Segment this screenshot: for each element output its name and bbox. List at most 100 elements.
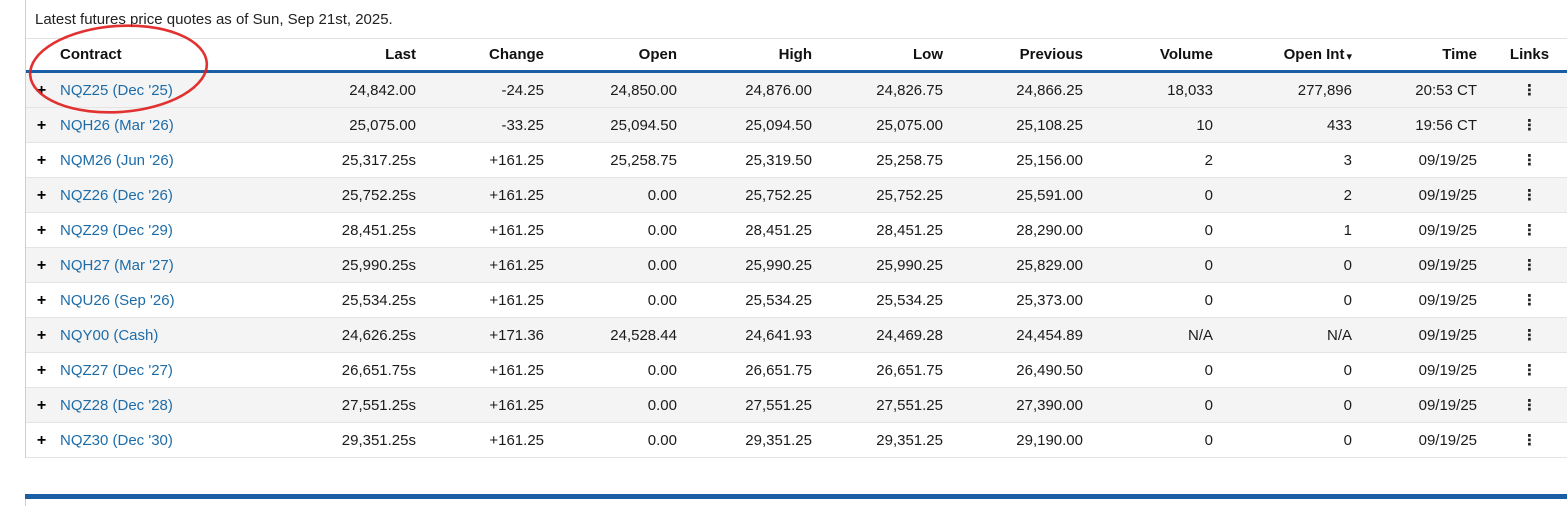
links-cell: ⋮	[1491, 142, 1567, 178]
table-row: + NQY00 (Cash) 24,626.25s +171.36 24,528.44 2…	[26, 317, 1567, 353]
change-cell: -24.25	[430, 71, 558, 108]
contract-link[interactable]: NQZ27 (Dec '27)	[60, 361, 173, 379]
column-header-high[interactable]: High	[691, 38, 826, 73]
column-label: Links	[1509, 46, 1550, 63]
last-cell: 29,351.25s	[302, 422, 430, 458]
column-header-links[interactable]: Links	[1491, 38, 1567, 73]
links-menu-icon[interactable]: ⋮	[1522, 186, 1537, 204]
links-menu-icon[interactable]: ⋮	[1522, 431, 1537, 449]
change-cell: +161.25	[430, 387, 558, 423]
high-cell: 25,990.25	[691, 247, 826, 283]
links-menu-icon[interactable]: ⋮	[1522, 151, 1537, 169]
expand-row-button[interactable]: +	[36, 221, 47, 239]
contract-link[interactable]: NQZ29 (Dec '29)	[60, 221, 173, 239]
links-menu-icon[interactable]: ⋮	[1522, 221, 1537, 239]
expand-row-button[interactable]: +	[36, 431, 47, 449]
column-header-change[interactable]: Change	[430, 38, 558, 73]
change-cell: +161.25	[430, 422, 558, 458]
links-cell: ⋮	[1491, 247, 1567, 283]
column-header-open[interactable]: Open	[558, 38, 691, 73]
open-cell: 0.00	[558, 387, 691, 423]
links-cell: ⋮	[1491, 212, 1567, 248]
low-cell: 28,451.25	[826, 212, 957, 248]
links-menu-icon[interactable]: ⋮	[1522, 81, 1537, 99]
contract-cell: + NQZ27 (Dec '27)	[26, 352, 302, 388]
expand-row-button[interactable]: +	[36, 186, 47, 204]
open-cell: 0.00	[558, 247, 691, 283]
expand-row-button[interactable]: +	[36, 151, 47, 169]
expand-row-button[interactable]: +	[36, 256, 47, 274]
column-header-contract[interactable]: Contract	[26, 38, 302, 73]
expand-row-button[interactable]: +	[36, 361, 47, 379]
open-interest-cell: 0	[1227, 352, 1366, 388]
open-interest-cell: 1	[1227, 212, 1366, 248]
open-interest-cell: 3	[1227, 142, 1366, 178]
links-menu-icon[interactable]: ⋮	[1522, 396, 1537, 414]
open-interest-cell: 277,896	[1227, 71, 1366, 108]
volume-cell: 0	[1097, 177, 1227, 213]
links-cell: ⋮	[1491, 422, 1567, 458]
expand-row-button[interactable]: +	[36, 396, 47, 414]
open-interest-cell: 0	[1227, 387, 1366, 423]
table-row: + NQZ27 (Dec '27) 26,651.75s +161.25 0.00 26,…	[26, 352, 1567, 388]
contract-link[interactable]: NQU26 (Sep '26)	[60, 291, 175, 309]
links-menu-icon[interactable]: ⋮	[1522, 116, 1537, 134]
contract-link[interactable]: NQH26 (Mar '26)	[60, 116, 174, 134]
expand-row-button[interactable]: +	[36, 116, 47, 134]
links-cell: ⋮	[1491, 71, 1567, 108]
contract-cell: + NQZ30 (Dec '30)	[26, 422, 302, 458]
low-cell: 25,075.00	[826, 107, 957, 143]
contract-link[interactable]: NQM26 (Jun '26)	[60, 151, 174, 169]
contract-cell: + NQZ29 (Dec '29)	[26, 212, 302, 248]
open-interest-cell: 0	[1227, 247, 1366, 283]
previous-cell: 28,290.00	[957, 212, 1097, 248]
previous-cell: 25,373.00	[957, 282, 1097, 318]
links-menu-icon[interactable]: ⋮	[1522, 326, 1537, 344]
column-header-low[interactable]: Low	[826, 38, 957, 73]
change-cell: +161.25	[430, 247, 558, 283]
column-header-last[interactable]: Last	[302, 38, 430, 73]
expand-row-button[interactable]: +	[36, 291, 47, 309]
high-cell: 25,752.25	[691, 177, 826, 213]
contract-cell: + NQH27 (Mar '27)	[26, 247, 302, 283]
column-label: Previous	[1019, 46, 1083, 63]
high-cell: 24,641.93	[691, 317, 826, 353]
open-interest-cell: 0	[1227, 422, 1366, 458]
column-header-open_int[interactable]: Open Int ▾	[1227, 38, 1366, 73]
column-label: Time	[1442, 46, 1477, 63]
futures-quotes-table: Contract Last Change Open High Low Previous Vol…	[26, 38, 1567, 458]
next-section-divider	[25, 494, 1567, 499]
links-cell: ⋮	[1491, 387, 1567, 423]
time-cell: 09/19/25	[1366, 387, 1491, 423]
table-row: + NQH26 (Mar '26) 25,075.00 -33.25 25,094.50…	[26, 107, 1567, 143]
change-cell: +161.25	[430, 142, 558, 178]
volume-cell: 0	[1097, 247, 1227, 283]
previous-cell: 24,454.89	[957, 317, 1097, 353]
contract-link[interactable]: NQH27 (Mar '27)	[60, 256, 174, 274]
links-menu-icon[interactable]: ⋮	[1522, 256, 1537, 274]
contract-link[interactable]: NQZ26 (Dec '26)	[60, 186, 173, 204]
table-row: + NQZ26 (Dec '26) 25,752.25s +161.25 0.00 25,…	[26, 177, 1567, 213]
expand-row-button[interactable]: +	[36, 81, 47, 99]
expand-row-button[interactable]: +	[36, 326, 47, 344]
previous-cell: 25,156.00	[957, 142, 1097, 178]
contract-cell: + NQU26 (Sep '26)	[26, 282, 302, 318]
links-menu-icon[interactable]: ⋮	[1522, 361, 1537, 379]
column-label: Open	[638, 46, 677, 63]
previous-cell: 25,829.00	[957, 247, 1097, 283]
column-header-previous[interactable]: Previous	[957, 38, 1097, 73]
column-header-time[interactable]: Time	[1366, 38, 1491, 73]
table-row: + NQZ29 (Dec '29) 28,451.25s +161.25 0.00 28,…	[26, 212, 1567, 248]
contract-link[interactable]: NQZ25 (Dec '25)	[60, 81, 173, 99]
change-cell: +161.25	[430, 282, 558, 318]
contract-link[interactable]: NQZ30 (Dec '30)	[60, 431, 173, 449]
column-header-volume[interactable]: Volume	[1097, 38, 1227, 73]
contract-link[interactable]: NQY00 (Cash)	[60, 326, 159, 344]
table-row: + NQZ30 (Dec '30) 29,351.25s +161.25 0.00 29,…	[26, 422, 1567, 458]
links-menu-icon[interactable]: ⋮	[1522, 291, 1537, 309]
contract-link[interactable]: NQZ28 (Dec '28)	[60, 396, 173, 414]
volume-cell: 0	[1097, 387, 1227, 423]
previous-cell: 26,490.50	[957, 352, 1097, 388]
table-row: + NQU26 (Sep '26) 25,534.25s +161.25 0.00 25,…	[26, 282, 1567, 318]
